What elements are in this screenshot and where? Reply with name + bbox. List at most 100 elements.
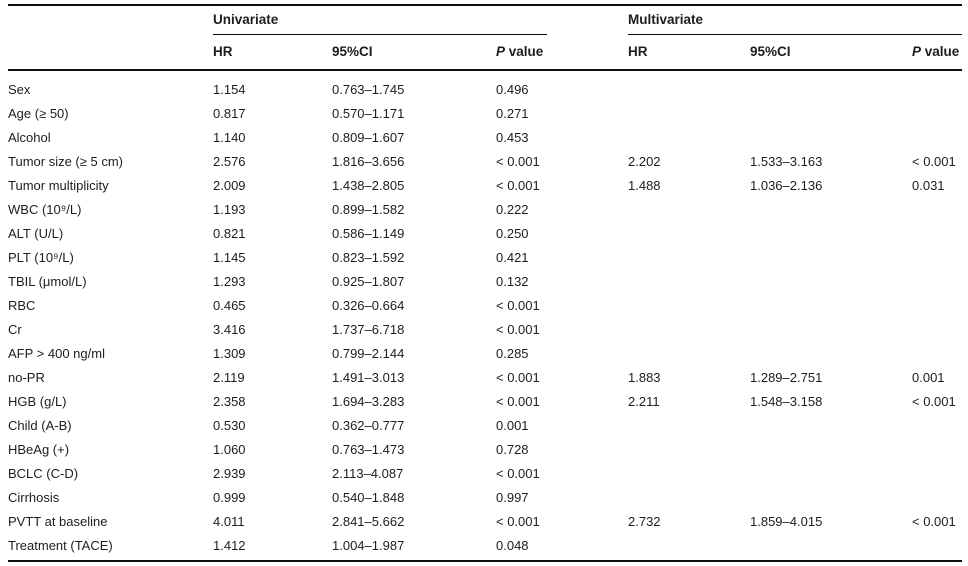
header-body-divider-rule (8, 69, 962, 71)
uni-ci-value: 1.004–1.987 (332, 538, 405, 553)
row-label: TBIL (μmol/L) (8, 274, 87, 289)
uni-hr-value: 2.009 (213, 178, 246, 193)
uni-p-value: < 0.001 (496, 154, 540, 169)
table-row: Sex 1.154 0.763–1.745 0.496 (8, 78, 962, 102)
uni-hr-value: 1.154 (213, 82, 246, 97)
uni-hr-value: 1.412 (213, 538, 246, 553)
row-label: Cr (8, 322, 22, 337)
uni-p-value: < 0.001 (496, 514, 540, 529)
group-header-multivariate: Multivariate (628, 6, 962, 35)
col-header-uni-hr: HR (213, 44, 233, 59)
uni-p-value: 0.222 (496, 202, 529, 217)
uni-ci-value: 1.491–3.013 (332, 370, 405, 385)
uni-p-value: < 0.001 (496, 298, 540, 313)
uni-hr-value: 2.358 (213, 394, 246, 409)
multi-ci-value: 1.533–3.163 (750, 154, 823, 169)
row-label: no-PR (8, 370, 45, 385)
uni-ci-value: 2.841–5.662 (332, 514, 405, 529)
uni-hr-value: 0.821 (213, 226, 246, 241)
row-label: BCLC (C-D) (8, 466, 79, 481)
table-body: Sex 1.154 0.763–1.745 0.496 Age (≥ 50) 0… (8, 71, 962, 558)
uni-p-value: 0.997 (496, 490, 529, 505)
col-header-multi-hr: HR (628, 44, 648, 59)
uni-hr-value: 2.939 (213, 466, 246, 481)
group-header-multivariate-label: Multivariate (628, 12, 704, 27)
row-label: Tumor size (≥ 5 cm) (8, 154, 123, 169)
uni-p-value: 0.250 (496, 226, 529, 241)
col-header-multi-ci: 95%CI (750, 44, 791, 59)
uni-ci-value: 1.438–2.805 (332, 178, 405, 193)
uni-hr-value: 0.465 (213, 298, 246, 313)
uni-ci-value: 0.763–1.473 (332, 442, 405, 457)
col-header-uni-pvalue: P value (490, 35, 560, 69)
table-row: Cr 3.416 1.737–6.718 < 0.001 (8, 318, 962, 342)
table-row: Child (A-B) 0.530 0.362–0.777 0.001 (8, 414, 962, 438)
multi-p-value: < 0.001 (912, 394, 956, 409)
multi-p-value: 0.001 (912, 370, 945, 385)
group-header-univariate: Univariate (213, 6, 547, 35)
multi-p-value: < 0.001 (912, 154, 956, 169)
uni-ci-value: 0.570–1.171 (332, 106, 405, 121)
uni-hr-value: 1.145 (213, 250, 246, 265)
uni-hr-value: 1.293 (213, 274, 246, 289)
table-bottom-rule (8, 560, 962, 562)
row-label: Sex (8, 82, 31, 97)
uni-ci-value: 2.113–4.087 (332, 466, 404, 481)
uni-hr-value: 0.530 (213, 418, 246, 433)
multi-hr-value: 1.488 (628, 178, 661, 193)
uni-hr-value: 0.817 (213, 106, 246, 121)
row-label: PLT (10⁹/L) (8, 250, 74, 265)
multi-hr-value: 2.211 (628, 394, 660, 409)
table-row: no-PR 2.119 1.491–3.013 < 0.001 1.883 1.… (8, 366, 962, 390)
row-label: ALT (U/L) (8, 226, 64, 241)
multi-hr-value: 1.883 (628, 370, 661, 385)
table-row: Age (≥ 50) 0.817 0.570–1.171 0.271 (8, 102, 962, 126)
row-label: Child (A-B) (8, 418, 72, 433)
multi-ci-value: 1.859–4.015 (750, 514, 823, 529)
uni-p-value: < 0.001 (496, 178, 540, 193)
col-header-uni-p-italic: P (496, 44, 506, 59)
uni-p-value: 0.728 (496, 442, 529, 457)
table-row: PLT (10⁹/L) 1.145 0.823–1.592 0.421 (8, 246, 962, 270)
multi-ci-value: 1.548–3.158 (750, 394, 823, 409)
uni-ci-value: 0.540–1.848 (332, 490, 405, 505)
uni-hr-value: 2.576 (213, 154, 246, 169)
col-header-multi-pvalue: P value (905, 35, 962, 69)
row-label: Age (≥ 50) (8, 106, 69, 121)
table-row: HBeAg (+) 1.060 0.763–1.473 0.728 (8, 438, 962, 462)
uni-hr-value: 4.011 (213, 514, 245, 529)
row-label: WBC (10⁹/L) (8, 202, 82, 217)
uni-hr-value: 3.416 (213, 322, 246, 337)
uni-p-value: < 0.001 (496, 394, 540, 409)
table-row: Tumor size (≥ 5 cm) 2.576 1.816–3.656 < … (8, 150, 962, 174)
table-row: Tumor multiplicity 2.009 1.438–2.805 < 0… (8, 174, 962, 198)
row-label: RBC (8, 298, 36, 313)
uni-ci-value: 0.809–1.607 (332, 130, 405, 145)
uni-p-value: < 0.001 (496, 466, 540, 481)
uni-ci-value: 0.799–2.144 (332, 346, 405, 361)
multi-hr-value: 2.732 (628, 514, 661, 529)
table-row: WBC (10⁹/L) 1.193 0.899–1.582 0.222 (8, 198, 962, 222)
table-row: TBIL (μmol/L) 1.293 0.925–1.807 0.132 (8, 270, 962, 294)
row-label: HGB (g/L) (8, 394, 67, 409)
uni-ci-value: 0.899–1.582 (332, 202, 405, 217)
uni-ci-value: 1.694–3.283 (332, 394, 405, 409)
uni-p-value: < 0.001 (496, 370, 540, 385)
uni-ci-value: 0.326–0.664 (332, 298, 405, 313)
uni-ci-value: 1.816–3.656 (332, 154, 405, 169)
multi-p-value: 0.031 (912, 178, 945, 193)
table-row: Treatment (TACE) 1.412 1.004–1.987 0.048 (8, 534, 962, 558)
uni-p-value: < 0.001 (496, 322, 540, 337)
multi-ci-value: 1.289–2.751 (750, 370, 823, 385)
table-row: HGB (g/L) 2.358 1.694–3.283 < 0.001 2.21… (8, 390, 962, 414)
uni-ci-value: 0.823–1.592 (332, 250, 405, 265)
uni-hr-value: 1.309 (213, 346, 246, 361)
col-header-uni-ci: 95%CI (332, 44, 373, 59)
group-header-univariate-label: Univariate (213, 12, 279, 27)
col-header-multi-p-italic: P (912, 44, 922, 59)
table-row: Alcohol 1.140 0.809–1.607 0.453 (8, 126, 962, 150)
uni-hr-value: 0.999 (213, 490, 246, 505)
table-row: RBC 0.465 0.326–0.664 < 0.001 (8, 294, 962, 318)
row-label: Cirrhosis (8, 490, 60, 505)
row-label: PVTT at baseline (8, 514, 108, 529)
